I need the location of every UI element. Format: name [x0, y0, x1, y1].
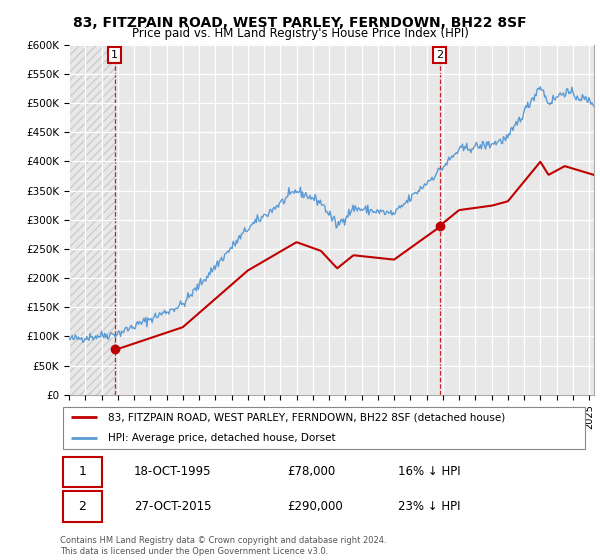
Text: 1: 1: [111, 50, 118, 60]
FancyBboxPatch shape: [62, 491, 102, 522]
Text: 18-OCT-1995: 18-OCT-1995: [134, 465, 211, 478]
Text: Contains HM Land Registry data © Crown copyright and database right 2024.
This d: Contains HM Land Registry data © Crown c…: [60, 536, 386, 556]
FancyBboxPatch shape: [62, 407, 585, 449]
Text: 1: 1: [79, 465, 86, 478]
Text: 2: 2: [436, 50, 443, 60]
Text: 23% ↓ HPI: 23% ↓ HPI: [398, 500, 460, 513]
Text: £290,000: £290,000: [287, 500, 343, 513]
Text: 83, FITZPAIN ROAD, WEST PARLEY, FERNDOWN, BH22 8SF (detached house): 83, FITZPAIN ROAD, WEST PARLEY, FERNDOWN…: [107, 412, 505, 422]
Text: 16% ↓ HPI: 16% ↓ HPI: [398, 465, 461, 478]
Text: HPI: Average price, detached house, Dorset: HPI: Average price, detached house, Dors…: [107, 433, 335, 444]
Text: 27-OCT-2015: 27-OCT-2015: [134, 500, 211, 513]
Text: £78,000: £78,000: [287, 465, 335, 478]
Text: 83, FITZPAIN ROAD, WEST PARLEY, FERNDOWN, BH22 8SF: 83, FITZPAIN ROAD, WEST PARLEY, FERNDOWN…: [73, 16, 527, 30]
Text: 2: 2: [79, 500, 86, 513]
Bar: [69, 45, 115, 395]
Text: Price paid vs. HM Land Registry's House Price Index (HPI): Price paid vs. HM Land Registry's House …: [131, 27, 469, 40]
FancyBboxPatch shape: [62, 456, 102, 487]
